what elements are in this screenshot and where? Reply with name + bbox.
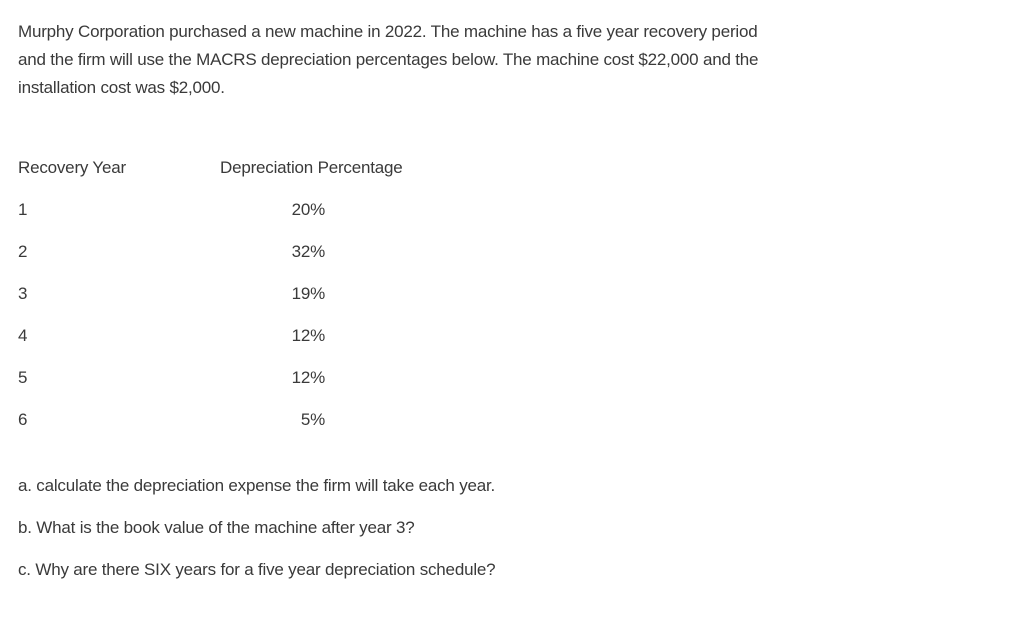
table-row: 5 12% [18, 367, 1006, 389]
question-a: a. calculate the depreciation expense th… [18, 476, 496, 495]
column-header-depreciation-percentage: Depreciation Percentage [220, 158, 403, 177]
recovery-year-value: 2 [18, 242, 28, 261]
depreciation-percentage-value: 12% [291, 326, 326, 345]
intro-line-3: installation cost was $2,000. [18, 78, 225, 97]
table-row: 2 32% [18, 241, 1006, 263]
intro-line-1: Murphy Corporation purchased a new machi… [18, 22, 758, 41]
question-c: c. Why are there SIX years for a five ye… [18, 560, 496, 579]
table-row: 4 12% [18, 325, 1006, 347]
recovery-year-value: 3 [18, 284, 28, 303]
depreciation-table: Recovery Year Depreciation Percentage 1 … [18, 157, 1006, 431]
depreciation-percentage-value: 12% [291, 368, 326, 387]
table-row: 3 19% [18, 283, 1006, 305]
intro-line-2: and the firm will use the MACRS deprecia… [18, 50, 759, 69]
column-header-recovery-year: Recovery Year [18, 158, 126, 177]
table-row: 6 5% [18, 409, 1006, 431]
table-header-row: Recovery Year Depreciation Percentage [18, 157, 1006, 179]
recovery-year-value: 5 [18, 368, 28, 387]
table-row: 1 20% [18, 199, 1006, 221]
recovery-year-value: 1 [18, 200, 28, 219]
questions-section: a. calculate the depreciation expense th… [18, 475, 1006, 581]
depreciation-percentage-value: 19% [291, 284, 326, 303]
recovery-year-value: 6 [18, 410, 28, 429]
question-b: b. What is the book value of the machine… [18, 518, 415, 537]
depreciation-percentage-value: 32% [291, 242, 326, 261]
depreciation-percentage-value: 20% [291, 200, 326, 219]
depreciation-percentage-value: 5% [300, 410, 325, 429]
intro-paragraph: Murphy Corporation purchased a new machi… [18, 18, 1006, 102]
recovery-year-value: 4 [18, 326, 28, 345]
